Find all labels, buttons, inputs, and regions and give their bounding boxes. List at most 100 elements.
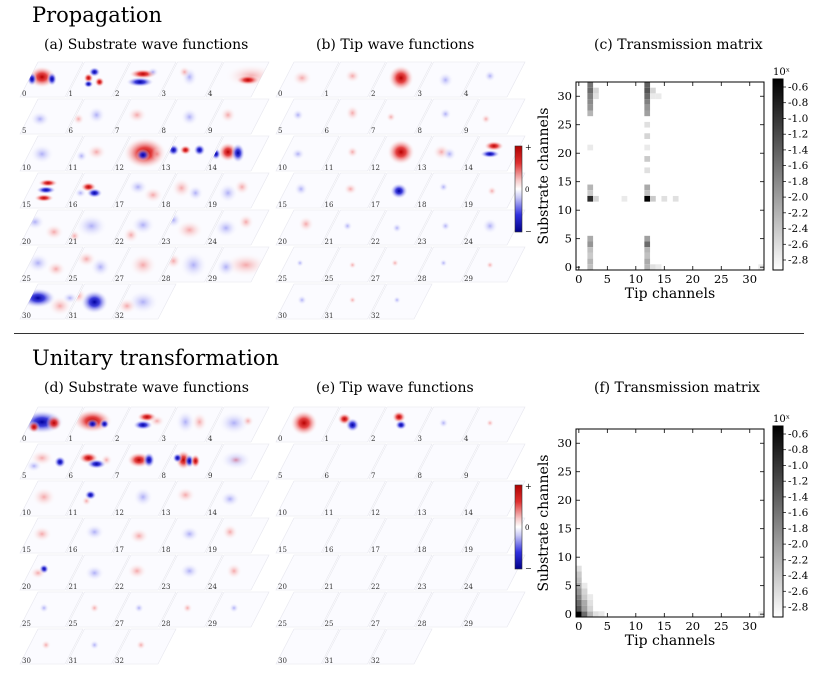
y-tick-label: 30 [557, 436, 572, 450]
tile-number: 21 [69, 238, 78, 246]
matrix-cell [644, 133, 651, 139]
grayscale-colorbar: 10ˣ -0.6 -0.8 -1.0 -1.2 -1.4 -1.6 -1.8 -2.0 -2.2 -… [772, 414, 809, 618]
colorbar-tick-label: -0.6 [788, 82, 809, 94]
matrix-cell [644, 264, 651, 270]
tip-tile-grid-tile: 3 [415, 61, 479, 98]
tile-number: 12 [371, 509, 380, 517]
matrix-cell [587, 252, 594, 259]
x-tick-label: 15 [657, 619, 672, 633]
tile-number: 22 [115, 583, 124, 591]
colorbar-tick-label: -2.0 [788, 192, 808, 204]
tile-number: 6 [325, 472, 330, 480]
matrix-cell [644, 167, 651, 174]
tile-number: 1 [325, 435, 329, 443]
tile-number: 5 [278, 127, 282, 135]
tile-number: 21 [69, 583, 78, 591]
tile-number: 32 [115, 657, 124, 665]
tip-tile-grid-tile: 9 [461, 443, 526, 480]
tip-tile-grid-tile: 17 [368, 172, 433, 209]
tip-tile-grid-tile: 22 [368, 209, 433, 246]
tile-number: 8 [162, 472, 166, 480]
matrix-cell [587, 87, 594, 94]
tip-tile-grid-tile: 18 [415, 172, 479, 209]
tip-tile-grid-tile: 10 [275, 480, 340, 517]
tip-tile-grid-tile: 29 [461, 246, 526, 283]
tile-number: 25 [325, 620, 334, 628]
substrate-tile-grid-tile: 2 [112, 61, 177, 98]
tip-tile-grid-tile: 8 [415, 98, 479, 135]
tile-number: 7 [115, 127, 119, 135]
tip-tile-grid-tile: 23 [415, 554, 479, 591]
tile-number: 3 [418, 435, 422, 443]
tile-number: 9 [208, 472, 212, 480]
tile-number: 2 [371, 435, 375, 443]
tile-number: 20 [278, 583, 287, 591]
substrate-tile-grid-tile: 8 [159, 98, 223, 135]
tile-number: 2 [115, 90, 119, 98]
tile-number: 13 [418, 509, 427, 517]
tip-tile-grid-tile: 5 [275, 98, 340, 135]
substrate-tile-grid-tile: 3 [159, 406, 223, 443]
substrate-tile-grid-tile: 24 [205, 209, 270, 246]
matrix-cell [576, 577, 582, 583]
tip-tile-grid-tile: 25 [275, 591, 340, 628]
tip-tile-grid-tile: 1 [322, 406, 386, 443]
tile-number: 13 [162, 164, 171, 172]
tile-number: 1 [325, 90, 329, 98]
colorbar-tick-label: -2.8 [788, 602, 808, 614]
x-tick-label: 10 [628, 619, 643, 633]
colorbar-plus: + [525, 143, 532, 152]
tile-number: 5 [278, 472, 282, 480]
substrate-tile-grid-tile: 31 [66, 283, 130, 320]
substrate-tile-grid-tile: 7 [112, 443, 177, 480]
substrate-tile-grid-tile: 6 [66, 443, 130, 480]
tip-tile-grid-tile: 0 [275, 61, 340, 98]
substrate-tile-grid-tile: 1 [66, 61, 130, 98]
tile-number: 23 [418, 583, 427, 591]
tip-tile-grid-tile: 12 [368, 480, 433, 517]
tip-tile-grid-tile: 32 [368, 283, 433, 320]
matrix-cell [587, 241, 594, 248]
tile-number: 24 [464, 583, 473, 591]
tile-number: 25 [278, 620, 287, 628]
substrate-tile-grid-tile: 27 [112, 591, 177, 628]
tile-number: 31 [325, 312, 334, 320]
y-axis-label: Substrate channels [536, 455, 552, 592]
colorbar-exponent-label: 10ˣ [773, 67, 790, 78]
tip-tile-grid-tile: 16 [322, 172, 386, 209]
colorbar-zero: 0 [525, 524, 529, 532]
tile-number: 32 [115, 312, 124, 320]
matrix-cell [587, 605, 594, 612]
matrix-cell [587, 264, 594, 270]
matrix-cell [650, 87, 656, 94]
tile-number: 4 [464, 90, 469, 98]
tile-number: 23 [162, 238, 171, 246]
tile-number: 11 [325, 509, 334, 517]
y-tick-label: 30 [557, 89, 572, 103]
grayscale-colorbar: 10ˣ -0.6 -0.8 -1.0 -1.2 -1.4 -1.6 -1.8 -2.0 -2.2 -… [772, 67, 809, 271]
tile-number: 18 [418, 546, 427, 554]
matrix-cell [672, 195, 679, 202]
substrate-tile-grid-tile: 18 [159, 172, 223, 209]
matrix-cell [587, 258, 594, 265]
x-tick-label: 5 [604, 619, 611, 633]
matrix-cell [587, 99, 594, 105]
matrix-cell [655, 93, 662, 100]
matrix-cell [644, 99, 651, 105]
colorbar-tick-label: -1.8 [788, 523, 808, 535]
substrate-tile-grid-tile: 25 [66, 591, 130, 628]
tip-tile-grid-tile: 12 [368, 135, 433, 172]
tile-number: 25 [325, 275, 334, 283]
substrate-tile-grid-tile: 9 [205, 443, 270, 480]
phase-colorbar: +0 − [514, 143, 532, 236]
tile-number: 12 [371, 164, 380, 172]
substrate-tile-grid-tile: 29 [205, 591, 270, 628]
tip-tile-grid-tile: 3 [415, 406, 479, 443]
y-tick-label: 0 [565, 607, 572, 621]
tile-number: 27 [115, 620, 124, 628]
tile-number: 19 [208, 546, 217, 554]
substrate-tile-grid-tile: 5 [19, 443, 84, 480]
tile-number: 20 [22, 238, 31, 246]
tile-number: 4 [208, 435, 213, 443]
